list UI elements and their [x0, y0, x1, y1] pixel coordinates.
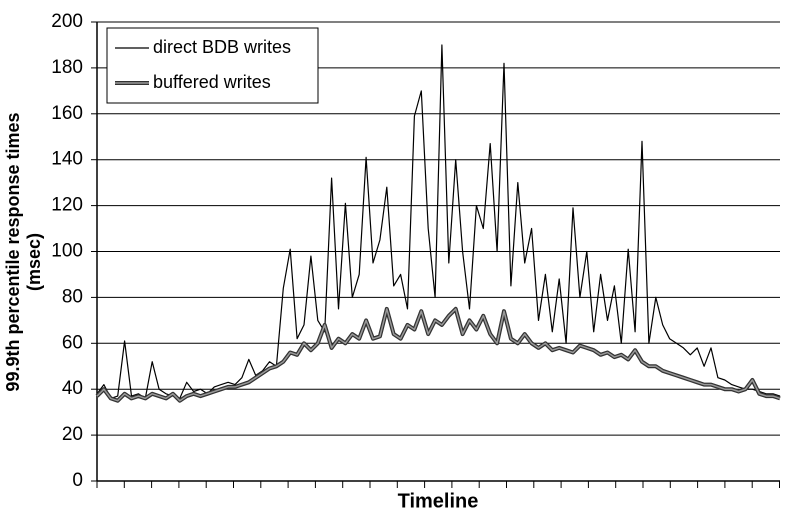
- legend-label: buffered writes: [153, 72, 271, 92]
- legend-label: direct BDB writes: [153, 37, 291, 57]
- y-tick-label: 0: [72, 470, 83, 491]
- y-tick-label: 200: [51, 11, 83, 32]
- y-tick-label: 140: [51, 149, 83, 170]
- y-tick-label: 160: [51, 103, 83, 124]
- x-axis-label: Timeline: [398, 490, 479, 512]
- y-axis-label: 99.9th percentile response times: [3, 112, 23, 391]
- legend-box: [106, 27, 319, 104]
- y-tick-label: 180: [51, 57, 83, 78]
- y-tick-label: 80: [62, 286, 83, 307]
- y-axis-label: (msec): [24, 233, 44, 291]
- series-line: [96, 44, 781, 399]
- y-tick-label: 120: [51, 195, 83, 216]
- y-tick-label: 60: [62, 332, 83, 353]
- y-tick-label: 40: [62, 378, 83, 399]
- y-tick-label: 20: [62, 424, 83, 445]
- y-tick-label: 100: [51, 241, 83, 262]
- series-line-core: [96, 308, 781, 402]
